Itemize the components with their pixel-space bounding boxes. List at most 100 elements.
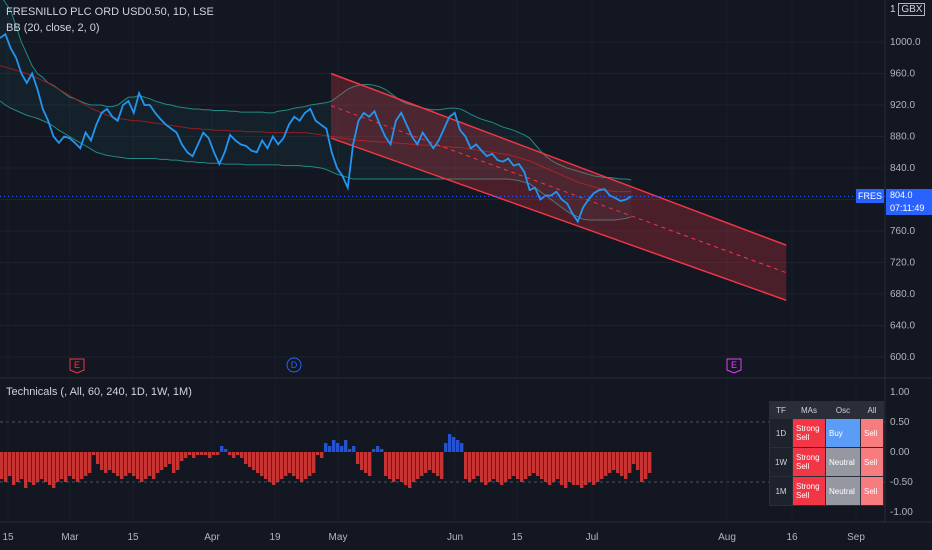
technicals-bar: [152, 452, 156, 479]
technicals-bar: [44, 452, 48, 482]
tech-y-tick-label: 0.00: [890, 447, 910, 458]
technicals-bar: [308, 452, 312, 476]
technicals-bar: [536, 452, 540, 476]
technicals-bar: [560, 452, 564, 485]
event-marker-label: D: [291, 360, 298, 370]
technicals-bar: [416, 452, 420, 479]
technicals-bar: [344, 440, 348, 452]
technicals-bar: [88, 452, 92, 473]
technicals-bar: [284, 452, 288, 476]
technicals-bar: [56, 452, 60, 482]
x-tick-label: Mar: [61, 532, 79, 543]
mas-cell: Strong Sell: [792, 476, 826, 506]
technicals-bar: [264, 452, 268, 479]
technicals-bar: [380, 449, 384, 452]
x-tick-label: May: [329, 532, 348, 543]
x-tick-label: 15: [2, 532, 14, 543]
technicals-bar: [396, 452, 400, 479]
tech-y-tick-label: 0.50: [890, 417, 910, 428]
currency-label[interactable]: 1 GBX: [890, 3, 926, 16]
technicals-bar: [636, 452, 640, 470]
technicals-bar: [640, 452, 644, 482]
price-tag-countdown: 07:11:49: [886, 202, 932, 215]
technicals-bar: [516, 452, 520, 479]
technicals-bar: [520, 452, 524, 482]
currency-code: GBX: [898, 3, 926, 16]
technicals-bar: [628, 452, 632, 473]
technicals-bar: [504, 452, 508, 482]
technicals-bar: [620, 452, 624, 476]
currency-prefix: 1: [890, 4, 896, 15]
technicals-bar: [20, 452, 24, 479]
technicals-bar: [392, 452, 396, 482]
technicals-bar: [432, 452, 436, 473]
technicals-bar: [448, 434, 452, 452]
technicals-bar: [4, 452, 8, 482]
technicals-bar: [268, 452, 272, 482]
event-marker-label: E: [731, 360, 737, 370]
technicals-bar: [68, 452, 72, 476]
technicals-bar: [272, 452, 276, 485]
x-tick-label: Jun: [447, 532, 463, 543]
technicals-bar: [408, 452, 412, 488]
technicals-bar: [96, 452, 100, 464]
technicals-bar: [72, 452, 76, 479]
technicals-legend[interactable]: Technicals (, All, 60, 240, 1D, 1W, 1M): [6, 386, 192, 398]
technicals-bar: [76, 452, 80, 482]
technicals-bar: [316, 452, 320, 455]
technicals-bar: [332, 440, 336, 452]
technicals-bar: [112, 452, 116, 473]
osc-cell: Buy: [825, 418, 861, 448]
technicals-bar: [372, 449, 376, 452]
technicals-bar: [32, 452, 36, 485]
technicals-bar: [228, 452, 232, 455]
technicals-bar: [624, 452, 628, 479]
technicals-bar: [220, 446, 224, 452]
technicals-bar: [524, 452, 528, 479]
technicals-bar: [24, 452, 28, 488]
technicals-bar: [568, 452, 572, 482]
technicals-bar: [216, 452, 220, 455]
tf-cell: 1W: [769, 447, 793, 477]
technicals-header-row: TF MAs Osc All: [769, 401, 884, 419]
x-tick-label: Aug: [718, 532, 736, 543]
technicals-bar: [388, 452, 392, 479]
tf-cell: 1M: [769, 476, 793, 506]
technicals-bar: [528, 452, 532, 476]
technicals-bar: [544, 452, 548, 482]
technicals-bar: [184, 452, 188, 458]
technicals-bar: [324, 443, 328, 452]
technicals-bar: [492, 452, 496, 479]
technicals-row-1w: 1W Strong Sell Neutral Sell: [769, 447, 884, 477]
technicals-bar: [244, 452, 248, 464]
channel-lower-line: [330, 137, 787, 302]
technicals-bar: [552, 452, 556, 482]
tech-y-tick-label: -0.50: [890, 477, 913, 488]
y-tick-label: 1000.0: [890, 37, 921, 48]
bb-band-fill: [0, 0, 632, 220]
technicals-bar: [576, 452, 580, 485]
y-tick-label: 640.0: [890, 321, 915, 332]
osc-cell: Neutral: [825, 476, 861, 506]
technicals-bar: [328, 446, 332, 452]
technicals-bar: [604, 452, 608, 476]
all-cell: Sell: [860, 447, 884, 477]
bb-indicator-legend[interactable]: BB (20, close, 2, 0): [6, 22, 100, 34]
technicals-bar: [424, 452, 428, 473]
technicals-bar: [248, 452, 252, 467]
technicals-bar: [452, 437, 456, 452]
technicals-bar: [288, 452, 292, 473]
technicals-bar: [596, 452, 600, 482]
technicals-bar: [144, 452, 148, 479]
technicals-bar: [52, 452, 56, 488]
technicals-bar: [460, 443, 464, 452]
technicals-bar: [444, 443, 448, 452]
technicals-bar: [292, 452, 296, 476]
technicals-bar: [232, 452, 236, 458]
technicals-bar: [92, 452, 96, 455]
technicals-bar: [608, 452, 612, 473]
technicals-bar: [472, 452, 476, 479]
technicals-bar: [256, 452, 260, 473]
technicals-bar: [540, 452, 544, 479]
